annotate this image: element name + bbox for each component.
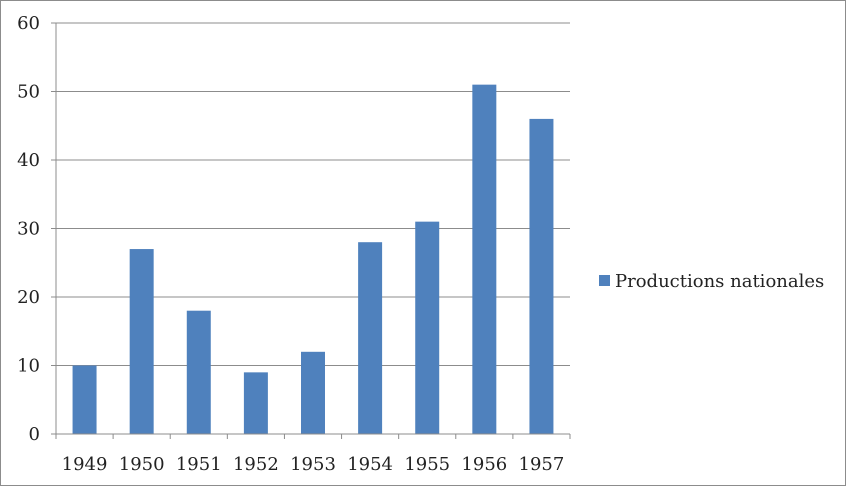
- x-tick-label: 1952: [233, 454, 279, 475]
- y-tick-label: 60: [17, 13, 40, 34]
- x-tick-label: 1957: [519, 454, 565, 475]
- bar-1956: [472, 84, 497, 435]
- y-tick-label: 0: [29, 424, 40, 445]
- bar-1953: [301, 351, 325, 434]
- y-tick-label: 10: [17, 356, 40, 377]
- x-tick-label: 1956: [461, 454, 507, 475]
- bar-1952: [243, 372, 268, 434]
- x-tick-label: 1953: [290, 454, 336, 475]
- x-axis: 1949 1950 1951 1952 1953 1954 1955 1956 1957: [55, 433, 571, 475]
- x-tick-label: 1955: [404, 454, 450, 475]
- y-tick-label: 40: [17, 150, 40, 171]
- y-tick-label: 30: [17, 219, 40, 240]
- bar-1949: [72, 365, 97, 434]
- x-tick-label: 1949: [62, 454, 108, 475]
- bar-1955: [415, 221, 440, 434]
- bar-1951: [186, 310, 211, 434]
- x-tick-label: 1951: [176, 454, 222, 475]
- legend-swatch: [599, 275, 610, 286]
- bars: [72, 84, 554, 435]
- legend: Productions nationales: [599, 271, 824, 292]
- y-axis: 0 10 20 30 40 50 60: [17, 13, 57, 445]
- x-tick-label: 1954: [347, 454, 393, 475]
- bar-1954: [358, 242, 383, 434]
- y-tick-label: 50: [17, 82, 40, 103]
- legend-label: Productions nationales: [615, 271, 824, 292]
- y-tick-label: 20: [17, 287, 40, 308]
- x-tick-label: 1950: [119, 454, 165, 475]
- bar-1957: [529, 118, 554, 435]
- bar-1950: [129, 249, 154, 434]
